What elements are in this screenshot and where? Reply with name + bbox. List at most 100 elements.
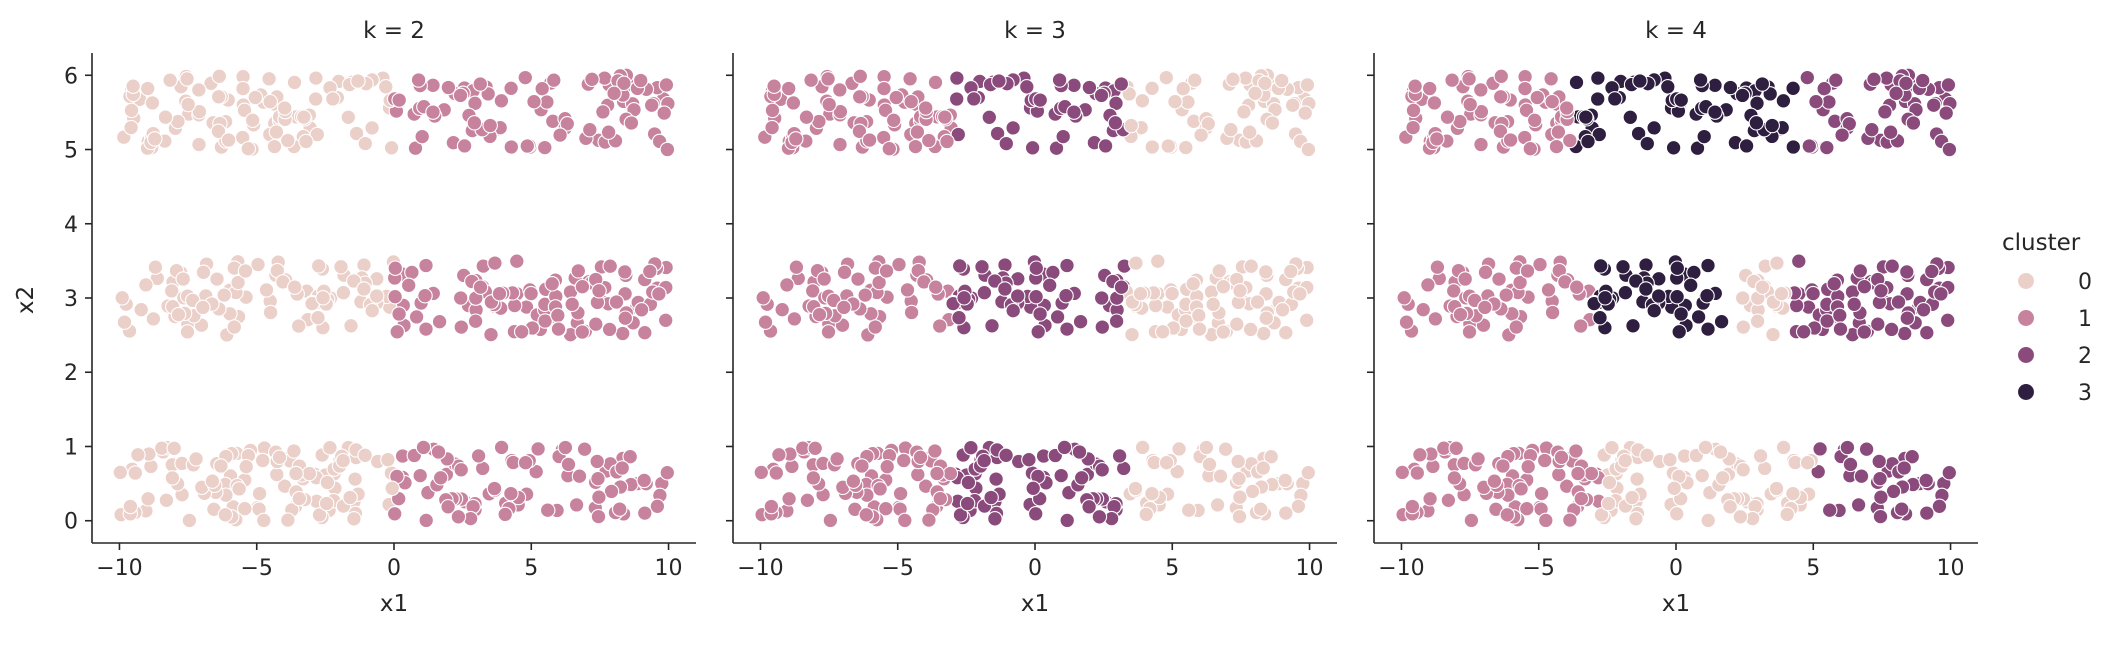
- scatter-point-cluster-1: [418, 512, 434, 529]
- scatter-point-cluster-3: [1630, 125, 1647, 142]
- scatter-point-cluster-2: [1113, 76, 1130, 92]
- scatter-point-cluster-1: [1394, 464, 1411, 481]
- scatter-point-cluster-0: [158, 492, 175, 509]
- scatter-point-cluster-1: [552, 127, 568, 143]
- scatter-point-cluster-0: [191, 103, 208, 120]
- scatter-point-cluster-1: [1421, 80, 1438, 97]
- scatter-point-cluster-2: [1028, 288, 1044, 305]
- scatter-point-cluster-0: [247, 89, 264, 106]
- scatter-point-cluster-1: [1493, 68, 1510, 85]
- scatter-point-cluster-2: [1819, 139, 1835, 156]
- scatter-point-cluster-1: [391, 92, 407, 108]
- scatter-point-cluster-0: [319, 474, 336, 491]
- scatter-point-cluster-1: [1562, 512, 1578, 528]
- scatter-point-cluster-2: [1918, 472, 1934, 489]
- scatter-point-cluster-2: [974, 259, 990, 275]
- x-tick-label: −10: [96, 556, 142, 581]
- scatter-point-cluster-0: [1785, 485, 1801, 502]
- scatter-point-cluster-1: [417, 287, 433, 304]
- scatter-point-cluster-0: [1258, 264, 1274, 280]
- scatter-point-cluster-1: [482, 117, 498, 134]
- scatter-point-cluster-2: [1846, 296, 1862, 313]
- scatter-point-cluster-1: [832, 136, 848, 153]
- scatter-point-cluster-1: [574, 324, 591, 340]
- scatter-points: [112, 67, 676, 529]
- scatter-point-cluster-1: [590, 508, 607, 525]
- scatter-point-cluster-1: [1457, 271, 1473, 287]
- scatter-point-cluster-0: [127, 465, 144, 481]
- scatter-point-cluster-0: [1175, 80, 1191, 97]
- scatter-point-cluster-1: [829, 451, 845, 467]
- scatter-point-cluster-2: [1931, 498, 1948, 515]
- scatter-point-cluster-0: [262, 304, 279, 321]
- scatter-point-cluster-1: [1498, 287, 1514, 303]
- scatter-point-cluster-1: [622, 448, 638, 465]
- scatter-point-cluster-2: [1073, 470, 1090, 486]
- scatter-point-cluster-0: [1193, 127, 1209, 143]
- scatter-point-cluster-3: [1707, 77, 1723, 94]
- scatter-point-cluster-1: [1533, 485, 1550, 502]
- scatter-point-cluster-0: [123, 102, 140, 119]
- legend-items: 0 1 2 3: [2016, 270, 2092, 406]
- scatter-point-cluster-3: [1775, 93, 1792, 109]
- scatter-point-cluster-2: [1808, 93, 1824, 110]
- scatter-point-cluster-1: [497, 506, 513, 523]
- scatter-point-cluster-2: [998, 135, 1015, 152]
- scatter-point-cluster-0: [1297, 105, 1313, 121]
- scatter-point-cluster-2: [948, 91, 965, 107]
- scatter-point-cluster-1: [472, 76, 489, 92]
- scatter-point-cluster-0: [1299, 77, 1316, 93]
- scatter-point-cluster-2: [1812, 441, 1828, 457]
- scatter-point-cluster-0: [290, 318, 307, 334]
- scatter-point-cluster-2: [1097, 138, 1114, 154]
- scatter-point-cluster-0: [1799, 454, 1816, 471]
- scatter-point-cluster-2: [960, 474, 977, 491]
- scatter-point-cluster-1: [851, 89, 868, 105]
- scatter-point-cluster-1: [942, 465, 959, 482]
- scatter-point-cluster-2: [1801, 138, 1818, 154]
- panel-title: k = 3: [1004, 18, 1066, 44]
- scatter-point-cluster-0: [1274, 302, 1291, 318]
- scatter-point-cluster-1: [528, 463, 544, 480]
- scatter-point-cluster-0: [364, 302, 380, 319]
- scatter-point-cluster-0: [1668, 506, 1685, 522]
- scatter-point-cluster-0: [291, 490, 308, 507]
- legend-marker-cluster-1: [2016, 308, 2036, 328]
- scatter-point-cluster-2: [1094, 319, 1111, 335]
- scatter-point-cluster-2: [1885, 483, 1902, 500]
- scatter-point-cluster-0: [1263, 448, 1279, 465]
- scatter-point-cluster-1: [591, 489, 607, 505]
- scatter-point-cluster-0: [333, 259, 349, 275]
- scatter-point-cluster-2: [1856, 278, 1873, 295]
- scatter-point-cluster-3: [1580, 133, 1596, 150]
- scatter-point-cluster-0: [1600, 495, 1617, 512]
- scatter-point-cluster-1: [1452, 306, 1469, 323]
- scatter-point-cluster-2: [1884, 258, 1900, 274]
- scatter-point-cluster-0: [122, 498, 139, 515]
- scatter-point-cluster-1: [611, 501, 628, 517]
- scatter-point-cluster-2: [952, 507, 969, 523]
- scatter-point-cluster-2: [1049, 309, 1066, 325]
- scatter-point-cluster-0: [235, 80, 251, 97]
- scatter-point-cluster-2: [1058, 287, 1074, 304]
- scatter-point-cluster-1: [432, 470, 449, 486]
- scatter-point-cluster-0: [116, 314, 133, 330]
- scatter-point-cluster-2: [1072, 313, 1089, 330]
- scatter-point-cluster-1: [845, 473, 862, 489]
- scatter-point-cluster-1: [1512, 274, 1528, 291]
- scatter-point-cluster-0: [348, 125, 365, 142]
- scatter-point-cluster-0: [1198, 439, 1215, 456]
- scatter-point-cluster-0: [1697, 439, 1714, 456]
- scatter-point-cluster-0: [1164, 285, 1180, 302]
- scatter-point-cluster-0: [179, 71, 195, 87]
- scatter-point-cluster-0: [1604, 439, 1620, 456]
- scatter-point-cluster-2: [1919, 324, 1935, 341]
- scatter-point-cluster-1: [595, 104, 611, 120]
- scatter-point-cluster-0: [244, 112, 261, 129]
- scatter-point-cluster-0: [125, 78, 141, 94]
- scatter-point-cluster-1: [910, 466, 926, 483]
- scatter-point-cluster-0: [1200, 116, 1217, 132]
- scatter-point-cluster-0: [1191, 307, 1207, 324]
- x-tick-label: −10: [1378, 556, 1424, 581]
- scatter-point-cluster-2: [1872, 508, 1889, 525]
